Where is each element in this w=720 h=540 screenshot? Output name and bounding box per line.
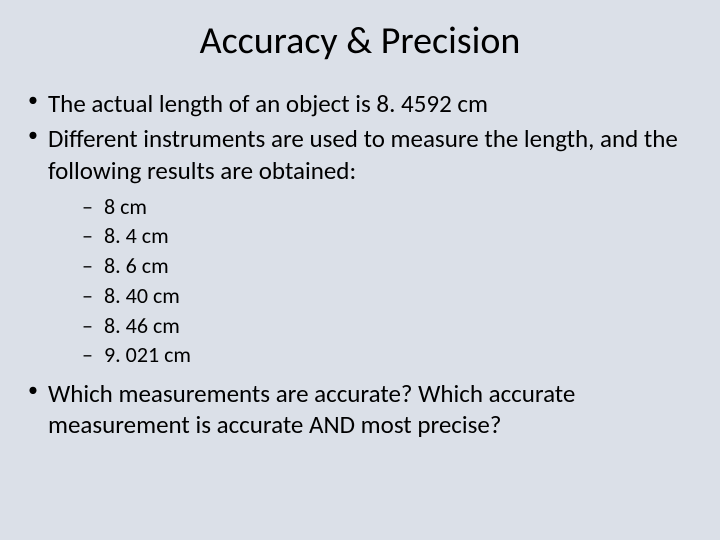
sub-bullet-text: 8. 4 cm bbox=[104, 222, 169, 249]
slide-title: Accuracy & Precision bbox=[24, 18, 696, 64]
sub-bullet-list: 8 cm 8. 4 cm 8. 6 cm 8. 40 cm 8. 46 cm 9… bbox=[48, 192, 696, 370]
sub-bullet-text: 9. 021 cm bbox=[104, 341, 191, 368]
sub-bullet-item: 8. 6 cm bbox=[82, 251, 696, 281]
bullet-item: Which measurements are accurate? Which a… bbox=[24, 378, 696, 441]
sub-bullet-item: 8. 4 cm bbox=[82, 221, 696, 251]
bullet-text: Which measurements are accurate? Which a… bbox=[48, 378, 575, 440]
bullet-list: The actual length of an object is 8. 459… bbox=[24, 88, 696, 440]
sub-bullet-text: 8. 6 cm bbox=[104, 252, 169, 279]
sub-bullet-text: 8. 46 cm bbox=[104, 312, 180, 339]
sub-bullet-text: 8. 40 cm bbox=[104, 282, 180, 309]
bullet-item: Different instruments are used to measur… bbox=[24, 123, 696, 370]
sub-bullet-item: 8. 40 cm bbox=[82, 281, 696, 311]
bullet-text: The actual length of an object is 8. 459… bbox=[48, 88, 488, 119]
sub-bullet-item: 8 cm bbox=[82, 192, 696, 222]
sub-bullet-item: 9. 021 cm bbox=[82, 340, 696, 370]
sub-bullet-item: 8. 46 cm bbox=[82, 311, 696, 341]
bullet-item: The actual length of an object is 8. 459… bbox=[24, 88, 696, 119]
sub-bullet-text: 8 cm bbox=[104, 193, 147, 220]
slide: Accuracy & Precision The actual length o… bbox=[0, 0, 720, 540]
bullet-text: Different instruments are used to measur… bbox=[48, 123, 678, 185]
